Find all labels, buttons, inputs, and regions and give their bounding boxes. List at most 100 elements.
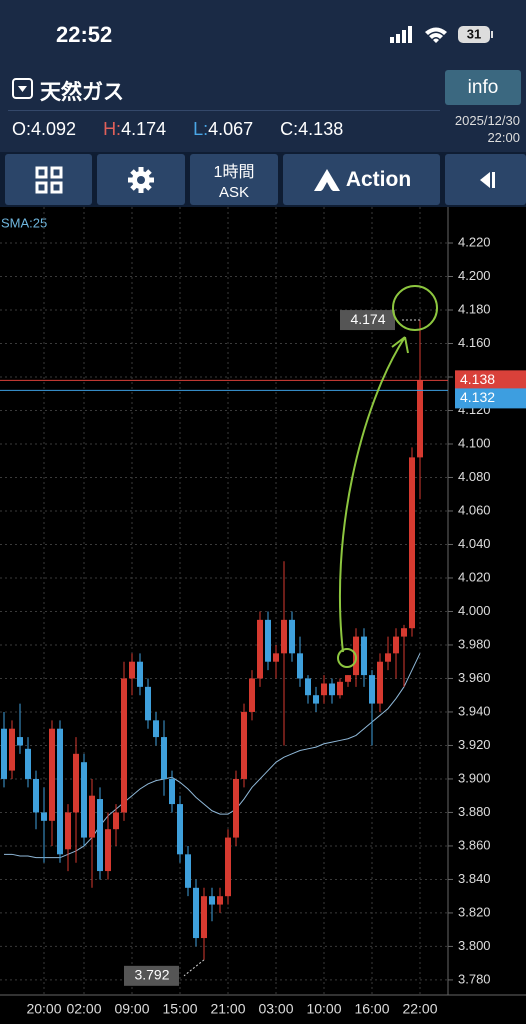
annotation-circle	[337, 648, 357, 668]
ohlc-item: C:4.138	[280, 119, 343, 140]
header: 22:52 31 天然ガス info O:4.092 H:4.174 L:4.067…	[0, 0, 526, 152]
candle-body	[25, 748, 31, 779]
candle-body	[329, 683, 335, 696]
collapse-icon	[479, 171, 495, 188]
ohlc-label: L:	[193, 119, 209, 139]
candle-body	[33, 778, 39, 813]
y-tick-label: 3.900	[458, 770, 491, 785]
label-box	[124, 965, 179, 986]
candle-body	[417, 380, 423, 458]
candle-body	[145, 686, 151, 721]
action-label: Action	[345, 167, 412, 191]
y-tick-label: 4.040	[458, 536, 491, 551]
candle-body	[81, 762, 87, 838]
candle-body	[129, 661, 135, 679]
x-tick-label: 20:00	[26, 1001, 61, 1017]
candle-body	[409, 457, 415, 629]
instrument-title[interactable]: 天然ガス	[40, 81, 124, 104]
ohlc-label: O:	[12, 119, 32, 139]
y-tick-label: 4.080	[458, 469, 491, 484]
price-side: ASK	[218, 184, 249, 201]
ohlc-value: 4.138	[298, 119, 344, 139]
y-tick-label: 4.060	[458, 502, 491, 517]
candle-body	[361, 636, 367, 676]
candle-body	[113, 812, 119, 830]
dropdown-icon[interactable]	[12, 78, 34, 100]
candle-body	[209, 896, 215, 905]
y-tick-label: 4.020	[458, 569, 491, 584]
ohlc-item: O:4.092	[12, 119, 76, 140]
date-block: 2025/12/30 22:00	[440, 112, 520, 146]
collapse-button[interactable]	[445, 154, 526, 205]
annotation-circle	[392, 285, 438, 331]
gear-icon	[128, 166, 154, 193]
y-tick-label: 3.940	[458, 703, 491, 718]
ohlc-value: 4.092	[31, 119, 77, 139]
hour: 22:00	[487, 130, 520, 145]
candle-body	[289, 619, 295, 654]
candle-body	[201, 896, 207, 939]
ohlc-item: H:4.174	[103, 119, 166, 140]
candle-body	[73, 753, 79, 813]
candle-body	[337, 681, 343, 696]
candle-body	[217, 896, 223, 905]
x-tick-label: 10:00	[306, 1001, 341, 1017]
battery-level: 31	[467, 26, 481, 41]
candle-body	[369, 675, 375, 704]
price-tag	[455, 370, 526, 391]
low-label: 3.792	[134, 967, 169, 983]
y-tick-label: 3.860	[458, 837, 491, 852]
y-tick-label: 4.100	[458, 435, 491, 450]
action-button[interactable]: Action	[283, 154, 440, 205]
price-tag-label: 4.138	[460, 371, 495, 387]
candle-body	[249, 678, 255, 712]
candle-body	[225, 837, 231, 897]
date: 2025/12/30	[454, 113, 520, 128]
info-button[interactable]: info	[445, 70, 521, 105]
timeframe-button[interactable]: 1時間 ASK	[190, 154, 278, 205]
candle-body	[97, 799, 103, 872]
y-tick-label: 4.160	[458, 335, 491, 350]
candle-body	[281, 619, 287, 654]
candle-body	[17, 737, 23, 746]
status-icons: 31	[390, 26, 493, 43]
high-label: 4.174	[350, 311, 385, 327]
price-tag	[455, 388, 526, 409]
x-tick-label: 15:00	[162, 1001, 197, 1017]
candle-body	[105, 829, 111, 872]
candle-body	[313, 695, 319, 704]
x-tick-label: 03:00	[258, 1001, 293, 1017]
sma-line	[4, 653, 421, 859]
candle-body	[233, 778, 239, 838]
layout-button[interactable]	[5, 154, 92, 205]
y-tick-label: 3.960	[458, 670, 491, 685]
y-tick-label: 3.980	[458, 636, 491, 651]
candle-body	[137, 661, 143, 687]
candle-body	[297, 653, 303, 679]
divider	[8, 110, 440, 111]
y-tick-label: 4.180	[458, 301, 491, 316]
settings-button[interactable]	[97, 154, 185, 205]
ohlc-label: C:	[280, 119, 299, 139]
grid-icon	[35, 166, 62, 193]
x-tick-label: 16:00	[354, 1001, 389, 1017]
candle-body	[241, 711, 247, 779]
candle-body	[49, 728, 55, 821]
y-tick-label: 3.880	[458, 804, 491, 819]
candle-body	[393, 636, 399, 654]
candle-body	[305, 678, 311, 696]
y-tick-label: 3.920	[458, 737, 491, 752]
candle-body	[89, 795, 95, 838]
x-tick-label: 22:00	[402, 1001, 437, 1017]
ohlc-value: 4.174	[121, 119, 167, 139]
status-time: 22:52	[56, 22, 113, 47]
candle-body	[273, 653, 279, 662]
candle-body	[185, 854, 191, 888]
ohlc-value: 4.067	[208, 119, 254, 139]
annotation-arrow	[338, 336, 409, 653]
y-tick-label: 3.800	[458, 938, 491, 953]
ohlc-item: L:4.067	[193, 119, 253, 140]
timeframe: 1時間	[213, 164, 255, 181]
candle-body	[401, 628, 407, 637]
chart: SMA:25 3.780 3.800 3.820 3.840 3.860 3.880 3.9…	[0, 207, 526, 1017]
